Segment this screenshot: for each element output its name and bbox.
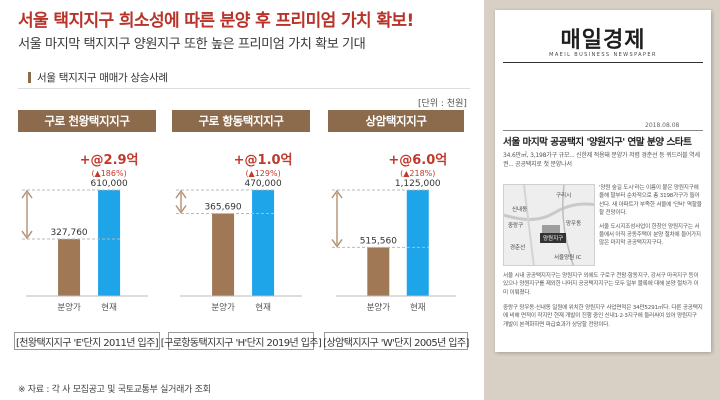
column-text: '양원 숲길 도시'라는 이름이 붙은 양원지구에 올해 말부터 순차적으로 총… [599, 185, 702, 217]
bar-value-label: 365,690 [204, 203, 241, 213]
bar-presale [58, 239, 81, 296]
category-label: 현재 [255, 303, 271, 313]
subheadline: 서울 마지막 택지지구 양원지구 또한 높은 프리미엄 가치 확보 기대 [18, 37, 366, 52]
arrow-head-up [21, 189, 33, 199]
section-marker [28, 72, 31, 83]
map-badge: 양원지구 [540, 233, 567, 243]
category-label: 분양가 [211, 302, 235, 313]
bar-value-label: 610,000 [90, 179, 127, 189]
bar-value-label: 1,125,000 [395, 179, 441, 189]
newspaper-logo-subtitle: MAEIL BUSINESS NEWSPAPER [549, 52, 657, 58]
newspaper-headline: 서울 마지막 공공택지 '양원지구' 연말 분양 스타트 [503, 137, 692, 148]
map-label: 경춘선 [510, 245, 526, 251]
map-label: 신내동 [512, 207, 528, 213]
category-label: 분양가 [57, 302, 81, 313]
bar-presale [212, 213, 235, 296]
source-note: ※ 자료 : 각 사 모집공고 및 국토교통부 실거래가 조회 [18, 385, 211, 395]
premium-amount: +@6.0억 [388, 153, 447, 168]
premium-percent: (▲218%) [400, 169, 435, 178]
panel-title: 구로 항동택지지구 [172, 110, 310, 132]
column-text: 서울 도시지조성사업이 한창인 양원지구는 서울에서 아직 공동주택이 분양 절… [599, 223, 701, 247]
premium-percent: (▲129%) [245, 169, 280, 178]
arrow-head-down [21, 230, 33, 240]
newspaper-rule [503, 62, 703, 63]
location-map: 구리시 신내동 중랑구 망우동 양원지구 경춘선 서울양원 IC [503, 184, 595, 266]
newspaper-paragraph: 중랑구 망우동·신내동 일원에 위치한 양원지구 사업면적은 34만5291㎡다… [503, 305, 703, 328]
map-label: 구리시 [556, 193, 572, 199]
newspaper-rule [503, 130, 703, 131]
panel-title: 구로 천왕택지지구 [18, 110, 156, 132]
bar-current [406, 190, 429, 296]
newspaper-logo: 매일경제 [560, 27, 646, 53]
bar-value-label: 515,560 [360, 236, 397, 246]
chart-svg: 365,690 분양가 470,000 현재 +@1.0억(▲129%) [175, 153, 302, 313]
chart-svg: 327,760 분양가 610,000 현재 +@2.9억(▲186%) [21, 153, 148, 313]
map-label: 망우동 [566, 221, 582, 227]
panel-footer: [천왕택지지구 'E'단지 2011년 입주] [14, 332, 160, 350]
headline: 서울 택지지구 희소성에 따른 분양 후 프리미엄 가치 확보! [18, 11, 414, 31]
arrow-head-down [175, 205, 187, 214]
premium-amount: +@2.9억 [80, 153, 139, 168]
section-title: 서울 택지지구 매매가 상승사례 [28, 70, 168, 85]
bar-current [252, 190, 275, 296]
category-label: 현재 [101, 303, 117, 313]
section-title-text: 서울 택지지구 매매가 상승사례 [37, 72, 168, 84]
premium-amount: +@1.0억 [234, 153, 293, 168]
panel-footer: [상암택지지구 'W'단지 2005년 입주] [323, 332, 469, 350]
chart-panel-cheonwang: 구로 천왕택지지구 327,760 분양가 610,000 현재 +@2.9억 (▲186… [14, 110, 160, 350]
bar-value-label: 327,760 [50, 228, 87, 238]
newspaper-date: 2018.08.08 [645, 122, 680, 129]
category-label: 분양가 [367, 302, 391, 313]
panel-title: 상암택지지구 [328, 110, 464, 132]
newspaper-clipping: 매일경제 MAEIL BUSINESS NEWSPAPER 2018.08.08… [495, 10, 711, 352]
newspaper-column: '양원 숲길 도시'라는 이름이 붙은 양원지구에 올해 말부터 순차적으로 총… [599, 184, 703, 248]
newspaper-paragraph: 서울 시내 공공택지지구는 양원지구 외에도 구로구 천왕·항동지구, 강서구 … [503, 273, 699, 296]
bar-current [98, 190, 121, 296]
arrow-head-down [331, 239, 343, 248]
divider [18, 88, 470, 89]
bar-value-label: 470,000 [244, 179, 281, 189]
bar-presale [367, 247, 390, 296]
arrow-head-up [331, 189, 343, 199]
chart-panel-sangam: 상암택지지구 515,560 분양가 1,125,000 현재 +@6.0억 (▲218%… [323, 110, 469, 350]
arrow-head-up [175, 189, 187, 199]
panel-footer: [구로항동택지지구 'H'단지 2019년 입주] [161, 332, 322, 350]
map-label: 중랑구 [508, 223, 524, 229]
unit-label: [단위 : 천원] [418, 99, 467, 109]
chart-panel-hangdong: 구로 항동택지지구 365,690 분양가 470,000 현재 +@1.0억 (▲129… [161, 110, 322, 350]
category-label: 현재 [410, 303, 426, 313]
map-label: 서울양원 IC [554, 255, 582, 261]
newspaper-lede: 34.6만㎡, 3,198가구 규모... 신한제 적용돼 분양가 저렴 경춘선… [503, 152, 700, 168]
chart-svg: 515,560 분양가 1,125,000 현재 +@6.0억(▲218%) [331, 153, 456, 313]
premium-percent: (▲186%) [91, 169, 126, 178]
